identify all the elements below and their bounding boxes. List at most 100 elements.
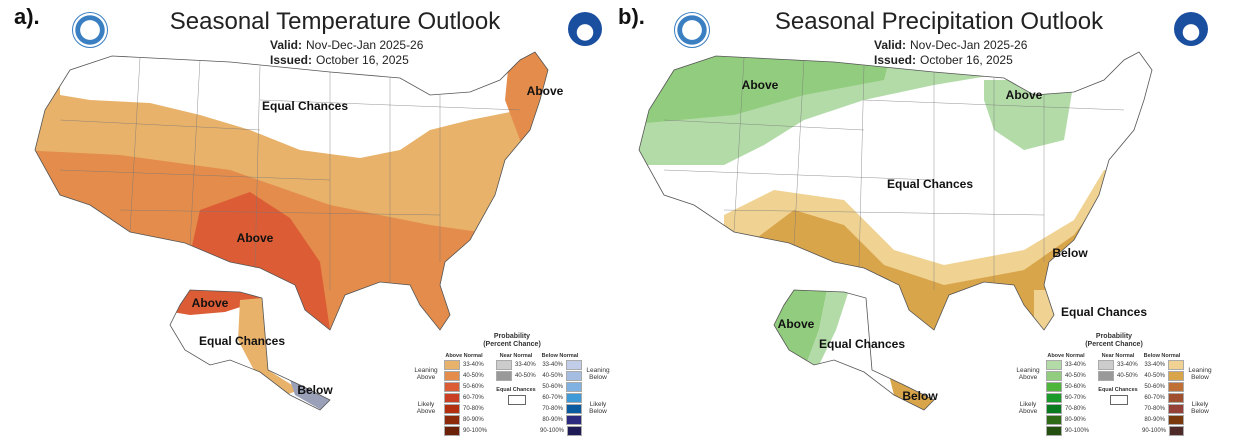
leaning-above-label: Leaning Above: [414, 367, 438, 381]
valid-label: Valid:: [270, 38, 303, 52]
state-borders: [663, 57, 1125, 290]
swatch-color: [567, 426, 582, 436]
swatch-color: [1168, 382, 1184, 392]
swatch-color: [444, 393, 460, 403]
equal-chances-label: Equal Chances: [496, 387, 536, 393]
panel-label: b).: [618, 4, 645, 29]
legend-swatch: 50-60%: [540, 382, 582, 392]
legend-title-text: Probability: [1095, 333, 1133, 340]
issued-line: Issued: October 16, 2025: [874, 53, 1013, 67]
swatch-color: [1046, 371, 1062, 381]
range-label: 90-100%: [463, 428, 488, 434]
map-label: Above: [192, 296, 229, 310]
map-label: Below: [297, 383, 333, 397]
leaning-below-label: Leaning Below: [586, 367, 610, 381]
below-normal-header: Below Normal: [541, 353, 579, 359]
range-label: 33-40%: [515, 362, 536, 368]
legend-title: Probability (Percent Chance): [412, 333, 612, 349]
legend-swatch: 40-50%: [496, 371, 536, 381]
map-label: Below: [1052, 246, 1088, 260]
probability-legend: Probability (Percent Chance) Leaning Above…: [1014, 333, 1214, 445]
swatch-color: [1046, 426, 1062, 436]
swatch-color: [1168, 404, 1184, 414]
legend-swatch: 60-70%: [1046, 393, 1089, 403]
equal-chances-swatch: [1110, 395, 1128, 405]
map-label: Below: [902, 389, 938, 403]
issued-value: October 16, 2025: [316, 53, 409, 67]
range-label: 33-40%: [1144, 362, 1165, 368]
legend-swatch: 40-50%: [1098, 371, 1138, 381]
swatch-color: [496, 371, 512, 381]
legend-swatch: 50-60%: [1046, 382, 1089, 392]
swatch-color: [566, 415, 582, 425]
swatch-color: [444, 426, 460, 436]
swatch-color: [1168, 393, 1184, 403]
map-title: Seasonal Precipitation Outlook: [774, 8, 1104, 35]
doc-seal-icon: [674, 12, 710, 48]
legend-swatch: 80-90%: [1046, 415, 1089, 425]
swatch-color: [444, 360, 460, 370]
legend-swatch: 33-40%: [1142, 360, 1184, 370]
legend-swatch: 90-100%: [540, 426, 582, 436]
legend-swatch: 70-80%: [1046, 404, 1089, 414]
legend-swatch: 80-90%: [1142, 415, 1184, 425]
legend-swatch: 33-40%: [1098, 360, 1138, 370]
likely-above-label: Likely Above: [1018, 401, 1038, 415]
legend-swatch: 60-70%: [540, 393, 582, 403]
swatch-color: [444, 371, 460, 381]
noaa-logo-icon: [1174, 12, 1208, 46]
map-label: Equal Chances: [819, 337, 905, 351]
range-label: 80-90%: [1144, 417, 1165, 423]
issued-label: Issued:: [874, 53, 917, 67]
legend-swatch: 60-70%: [444, 393, 487, 403]
swatch-color: [1046, 360, 1062, 370]
range-label: 40-50%: [542, 373, 563, 379]
legend-swatch: 70-80%: [444, 404, 487, 414]
range-label: 70-80%: [463, 406, 484, 412]
legend-swatch: 33-40%: [496, 360, 536, 370]
range-label: 80-90%: [1065, 417, 1086, 423]
swatch-color: [444, 415, 460, 425]
legend-swatch: 80-90%: [444, 415, 487, 425]
below-normal-column: Below Normal 33-40% 40-50% 50-60% 60-70% 70-8…: [540, 353, 582, 436]
swatch-color: [1046, 393, 1062, 403]
alaska-outline: [169, 289, 331, 411]
range-label: 90-100%: [540, 428, 565, 434]
range-label: 33-40%: [463, 362, 484, 368]
legend-swatch: 90-100%: [1046, 426, 1089, 436]
equal-chances-label: Equal Chances: [1098, 387, 1138, 393]
alaska-outline: [773, 289, 935, 411]
map-label: Above: [778, 317, 815, 331]
range-label: 33-40%: [1117, 362, 1138, 368]
map-label: Equal Chances: [199, 334, 285, 348]
legend-swatch: 40-50%: [1142, 371, 1184, 381]
map-title: Seasonal Temperature Outlook: [169, 8, 501, 35]
temperature-map: Equal Chances Above Above Above Equal Ch…: [34, 51, 564, 411]
equal-chances-swatch: [508, 395, 526, 405]
swatch-color: [496, 360, 512, 370]
legend-swatch: 50-60%: [444, 382, 487, 392]
map-label: Equal Chances: [1061, 305, 1147, 319]
legend-swatch: 33-40%: [1046, 360, 1089, 370]
range-label: 40-50%: [1117, 373, 1138, 379]
map-label: Above: [742, 78, 779, 92]
below-normal-header: Below Normal: [1143, 353, 1181, 359]
valid-line: Valid: Nov-Dec-Jan 2025-26: [874, 38, 1027, 52]
range-label: 60-70%: [542, 395, 563, 401]
swatch-color: [1098, 360, 1114, 370]
panel-label: a).: [14, 4, 40, 29]
range-label: 70-80%: [542, 406, 563, 412]
legend-swatch: 60-70%: [1142, 393, 1184, 403]
legend-swatch: 70-80%: [540, 404, 582, 414]
legend-title-text: Probability: [493, 333, 531, 340]
swatch-color: [566, 382, 582, 392]
range-label: 40-50%: [463, 373, 484, 379]
range-label: 90-100%: [1065, 428, 1090, 434]
above-normal-header: Above Normal: [1047, 353, 1085, 359]
probability-legend: Probability (Percent Chance) Leaning Above…: [412, 333, 612, 445]
range-label: 60-70%: [463, 395, 484, 401]
conus-outline: [638, 51, 1153, 331]
swatch-color: [1046, 382, 1062, 392]
precipitation-panel: b). Seasonal Precipitation Outlook Valid…: [604, 0, 1224, 447]
